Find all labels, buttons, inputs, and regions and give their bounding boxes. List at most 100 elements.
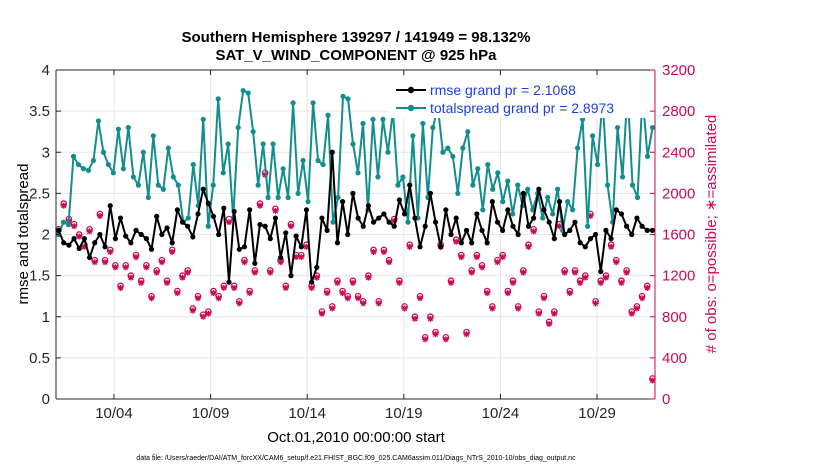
assimilated-obs-marker — [448, 279, 455, 286]
totalspread-point — [145, 194, 151, 201]
y-tick-label-left: 4 — [42, 62, 50, 79]
assimilated-obs-marker — [504, 290, 511, 297]
totalspread-point — [550, 211, 556, 217]
assimilated-obs-marker — [540, 295, 547, 302]
y-tick-label-right: 2800 — [662, 103, 695, 120]
assimilated-obs-marker — [148, 295, 155, 302]
assimilated-obs-marker — [499, 254, 506, 261]
footnote: data file: /Users/raeder/DAI/ATM_forcXX/… — [136, 455, 576, 462]
totalspread-point — [445, 145, 451, 151]
totalspread-point — [80, 166, 87, 172]
rmse-point — [117, 215, 124, 221]
totalspread-point — [570, 207, 576, 213]
assimilated-obs-marker — [411, 315, 418, 322]
totalspread-point — [205, 223, 211, 229]
totalspread-point — [115, 126, 121, 132]
assimilated-obs-marker — [127, 274, 134, 281]
rmse-point — [81, 236, 88, 242]
rmse-point — [128, 240, 134, 246]
rmse-point — [381, 211, 387, 217]
y-tick-label-right: 800 — [662, 309, 687, 326]
y-tick-label-right: 2400 — [662, 144, 695, 161]
assimilated-obs-marker — [380, 248, 387, 255]
assimilated-obs-marker — [479, 264, 486, 271]
rmse-point — [76, 245, 82, 252]
rmse-point — [252, 260, 258, 266]
rmse-point — [484, 240, 490, 246]
y-tick-label-left: 1.5 — [29, 268, 50, 285]
totalspread-point — [155, 182, 161, 188]
totalspread-point — [150, 133, 156, 139]
assimilated-obs-marker — [298, 254, 305, 261]
totalspread-line — [57, 89, 654, 235]
rmse-point — [562, 231, 568, 238]
assimilated-obs-marker — [602, 274, 609, 281]
totalspread-point — [629, 182, 636, 188]
totalspread-point — [455, 190, 461, 196]
rmse-point — [505, 207, 511, 213]
assimilated-obs-marker — [334, 279, 341, 286]
assimilated-obs-marker — [96, 212, 103, 219]
plot-series — [55, 87, 656, 384]
assimilated-obs-marker — [76, 233, 83, 240]
totalspread-point — [65, 222, 72, 228]
rmse-point — [432, 219, 439, 225]
rmse-point — [288, 273, 294, 279]
totalspread-point — [210, 182, 216, 188]
rmse-point — [448, 231, 454, 238]
assimilated-obs-marker — [143, 264, 150, 271]
assimilated-obs-marker — [60, 202, 67, 209]
rmse-point — [510, 223, 516, 229]
rmse-point — [422, 223, 428, 229]
rmse-point — [179, 219, 186, 225]
rmse-point — [247, 207, 253, 213]
totalspread-point — [355, 170, 361, 176]
assimilated-obs-marker — [81, 243, 88, 250]
rmse-point — [195, 211, 201, 217]
rmse-point — [309, 279, 315, 285]
assimilated-obs-marker — [220, 284, 227, 291]
assimilated-obs-marker — [164, 279, 171, 286]
rmse-point — [185, 223, 191, 229]
rmse-point — [138, 231, 144, 238]
rmse-point — [329, 149, 335, 155]
assimilated-obs-marker — [613, 259, 620, 266]
rmse-point — [489, 199, 495, 205]
rmse-point — [541, 207, 547, 213]
totalspread-point — [305, 199, 311, 205]
y-tick-label-left: 0 — [42, 391, 50, 408]
totalspread-point — [260, 141, 266, 147]
totalspread-point — [270, 141, 276, 147]
x-axis-label: Oct.01,2010 00:00:00 start — [267, 429, 445, 446]
rmse-point — [205, 200, 211, 206]
rmse-point — [629, 231, 635, 238]
assimilated-obs-marker — [200, 313, 207, 320]
totalspread-point — [395, 182, 401, 188]
rmse-point — [174, 207, 180, 213]
totalspread-point — [265, 194, 271, 201]
assimilated-obs-marker — [628, 310, 635, 317]
totalspread-point — [585, 223, 591, 229]
totalspread-point — [245, 90, 251, 96]
assimilated-obs-marker — [515, 305, 522, 312]
rmse-point — [112, 236, 118, 242]
rmse-point — [262, 223, 268, 229]
assimilated-obs-marker — [174, 290, 181, 297]
totalspread-point — [275, 194, 281, 201]
assimilated-obs-marker — [324, 290, 331, 297]
y-tick-label-left: 2 — [42, 227, 50, 244]
assimilated-obs-marker — [587, 212, 594, 219]
rmse-point — [298, 244, 304, 250]
totalspread-point — [540, 215, 546, 221]
assimilated-obs-marker — [370, 248, 377, 255]
rmse-point — [86, 254, 93, 261]
assimilated-obs-marker — [592, 300, 599, 307]
rmse-point — [593, 231, 599, 238]
rmse-point — [469, 240, 475, 246]
assimilated-obs-marker — [551, 310, 558, 317]
totalspread-point — [480, 207, 486, 213]
y-axis-label-left: rmse and totalspread — [15, 164, 32, 305]
totalspread-point — [285, 194, 291, 201]
rmse-point — [598, 268, 604, 275]
assimilated-obs-marker — [205, 310, 212, 317]
